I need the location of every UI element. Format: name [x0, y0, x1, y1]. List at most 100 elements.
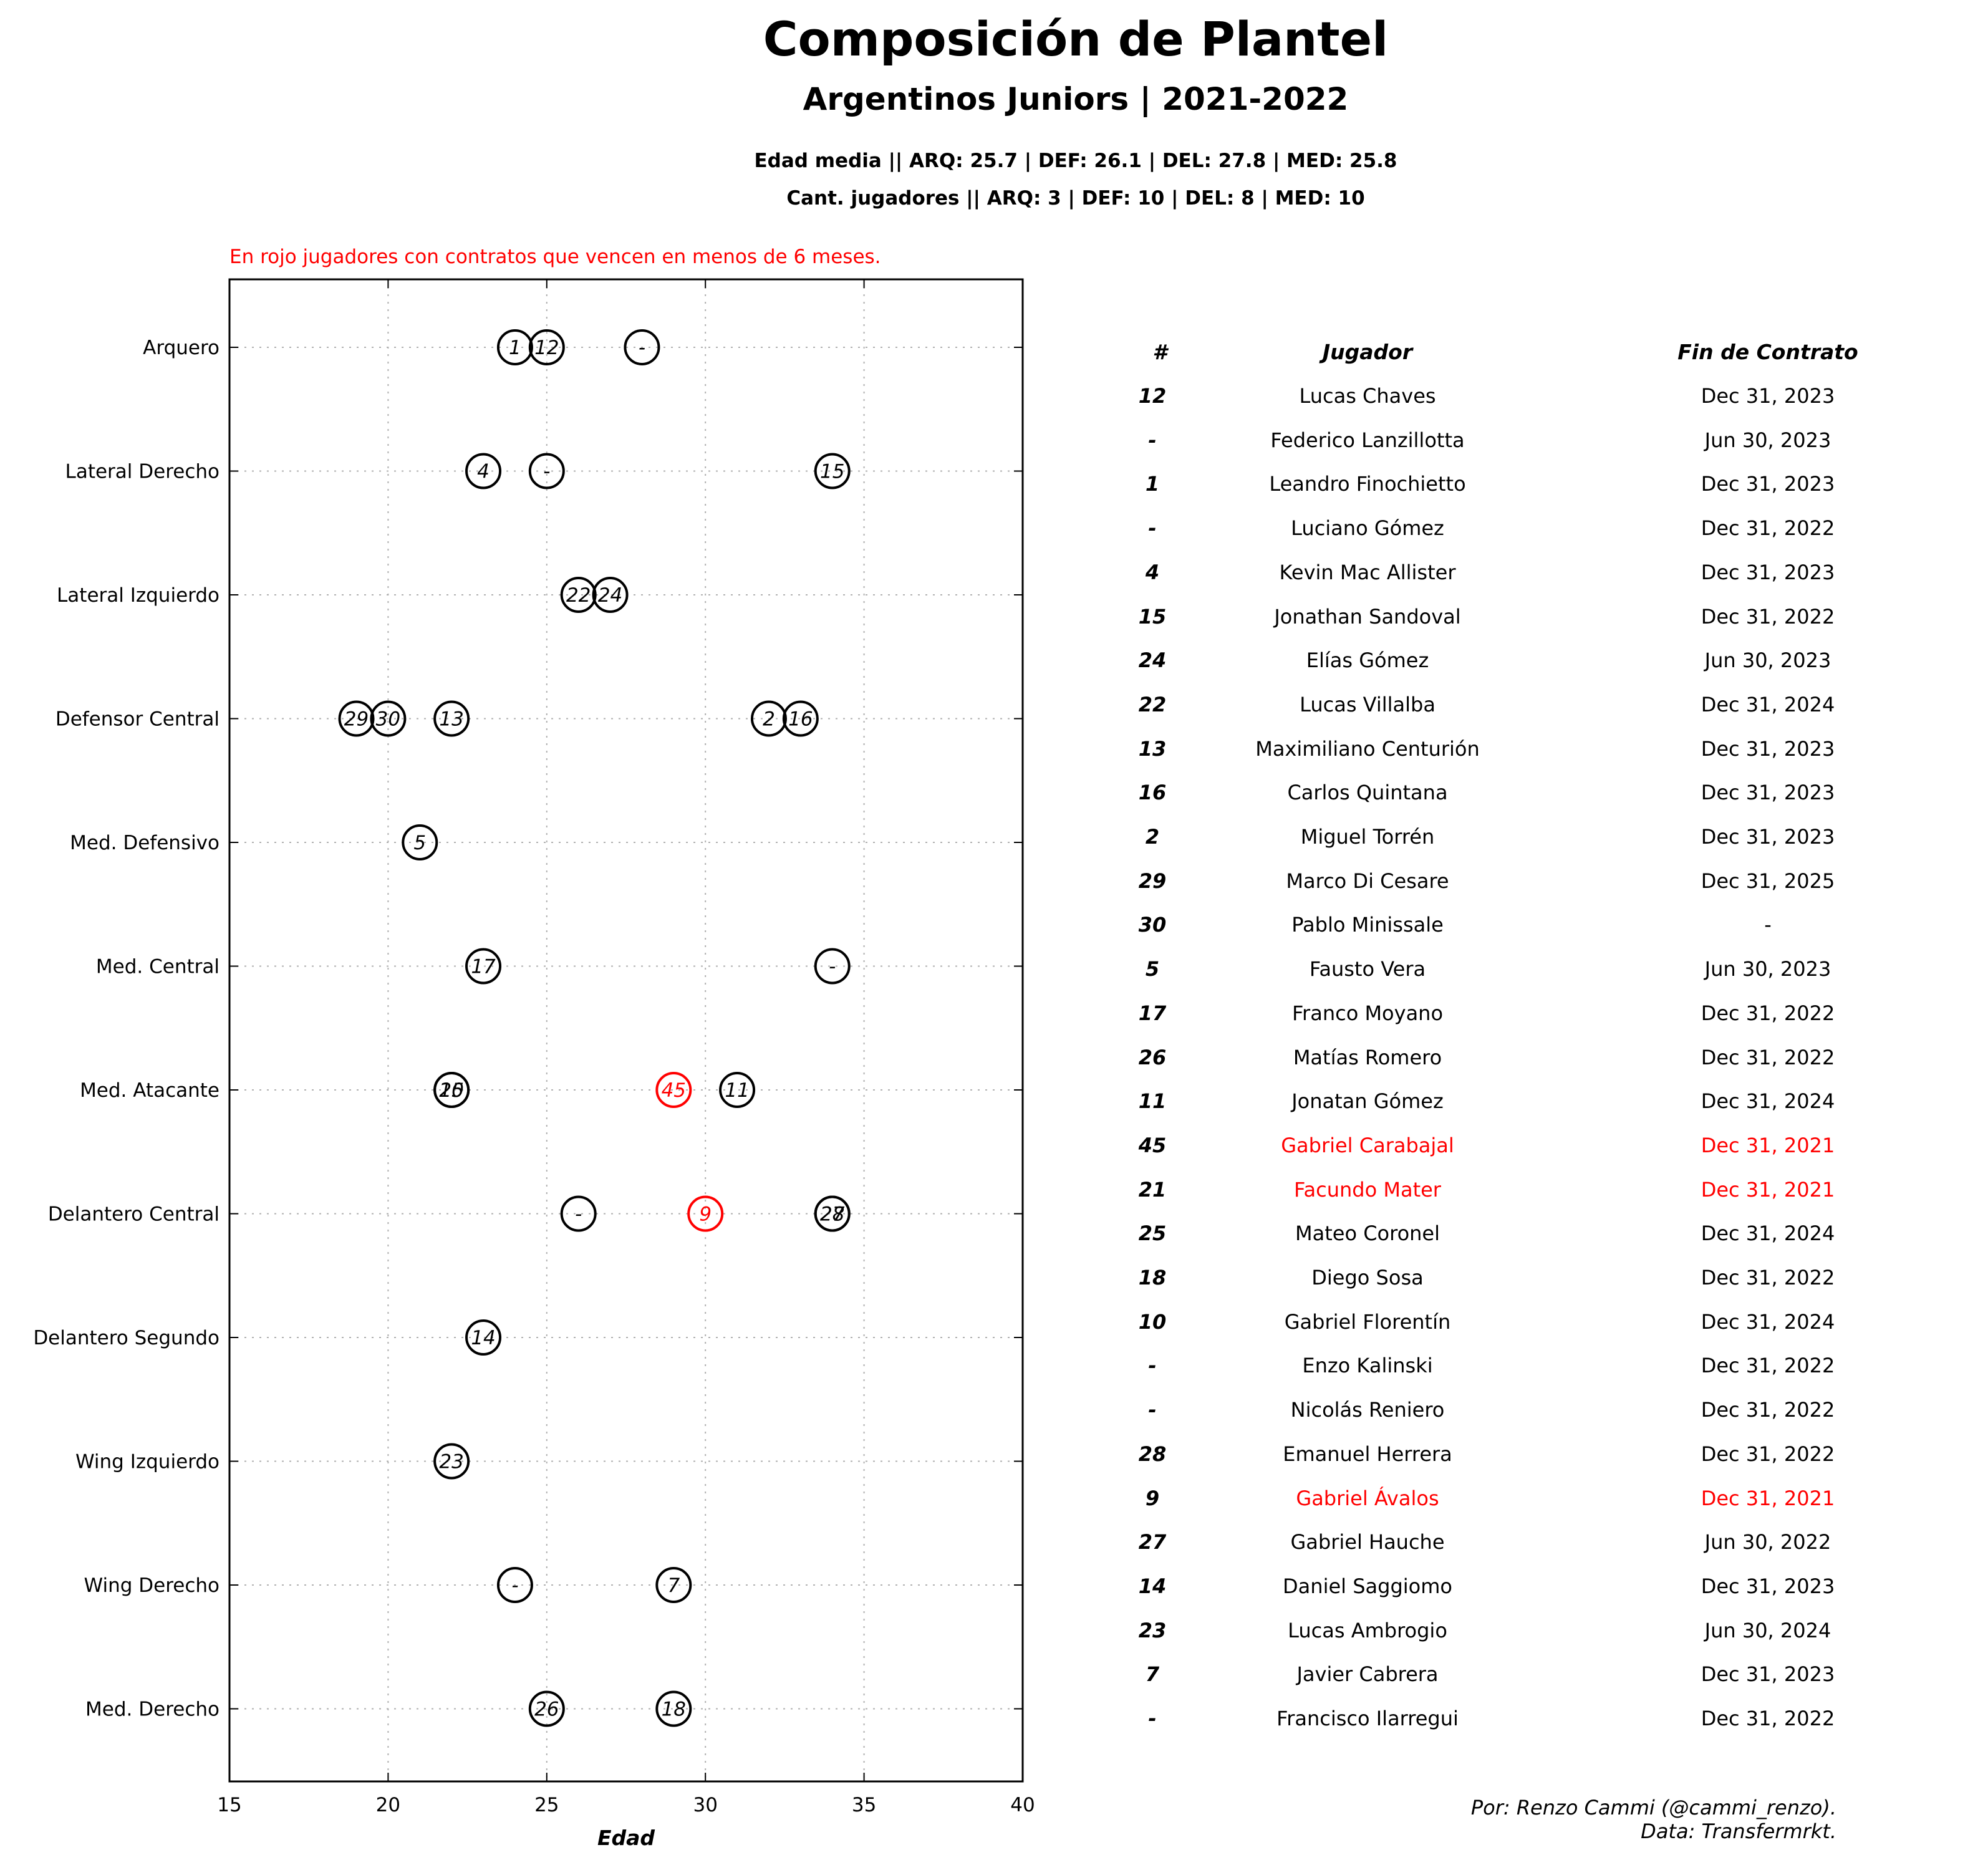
row-number-cell: 25 — [1138, 1222, 1167, 1246]
player-number-label: 27 — [820, 1203, 845, 1226]
x-tick-label: 15 — [217, 1794, 241, 1816]
chart-title: Composición de Plantel — [763, 11, 1389, 67]
row-contract-cell: Dec 31, 2022 — [1701, 604, 1835, 629]
row-number-cell: 27 — [1138, 1530, 1167, 1554]
player-number-label: 9 — [699, 1203, 712, 1226]
row-contract-cell: Jun 30, 2023 — [1704, 957, 1831, 981]
row-number-cell: 10 — [1138, 1309, 1167, 1334]
player-number-label: 24 — [598, 584, 622, 607]
player-marker — [338, 700, 375, 737]
table-header-contract: Fin de Contrato — [1677, 340, 1858, 364]
player-number-label: 4 — [477, 461, 490, 483]
row-contract-cell: Dec 31, 2023 — [1701, 1662, 1835, 1687]
player-marker — [465, 948, 502, 985]
player-marker — [528, 329, 565, 365]
row-number-cell: 13 — [1138, 736, 1167, 761]
x-tick-label: 30 — [693, 1794, 717, 1816]
expiring-contract-note: En rojo jugadores con contratos que venc… — [229, 246, 881, 268]
row-contract-cell: Dec 31, 2021 — [1701, 1177, 1835, 1202]
row-number-cell: 30 — [1138, 913, 1167, 937]
row-player-cell: Lucas Villalba — [1300, 692, 1436, 716]
row-player-cell: Diego Sosa — [1311, 1266, 1424, 1289]
player-marker — [592, 577, 629, 613]
row-number-cell: 26 — [1138, 1045, 1167, 1069]
player-number-label: - — [511, 1574, 518, 1597]
player-number-label: - — [575, 1203, 582, 1226]
position-label: Lateral Derecho — [65, 461, 220, 483]
row-player-cell: Kevin Mac Allister — [1279, 560, 1456, 584]
player-marker — [433, 1443, 470, 1480]
position-label: Med. Atacante — [80, 1079, 220, 1102]
x-axis-label: Edad — [597, 1826, 655, 1850]
position-label: Defensor Central — [55, 708, 220, 731]
row-player-cell: Jonatan Gómez — [1291, 1089, 1444, 1114]
row-player-cell: Gabriel Ávalos — [1296, 1486, 1439, 1510]
row-player-cell: Elías Gómez — [1306, 648, 1429, 673]
row-contract-cell: Jun 30, 2023 — [1704, 428, 1831, 452]
x-tick-label: 35 — [852, 1794, 876, 1816]
row-contract-cell: Dec 31, 2022 — [1701, 1442, 1835, 1466]
row-contract-cell: Jun 30, 2022 — [1704, 1530, 1831, 1554]
row-player-cell: Emanuel Herrera — [1283, 1442, 1452, 1466]
row-player-cell: Federico Lanzillotta — [1270, 428, 1465, 452]
row-number-cell: 5 — [1145, 957, 1160, 981]
data-source-credit: Data: Transfermrkt. — [1641, 1819, 1836, 1843]
row-contract-cell: Dec 31, 2024 — [1701, 1309, 1835, 1334]
x-tick-label: 20 — [376, 1794, 400, 1816]
player-number-label: 17 — [471, 956, 496, 978]
row-number-cell: 7 — [1145, 1662, 1160, 1687]
row-player-cell: Franco Moyano — [1291, 1001, 1444, 1025]
position-label: Delantero Segundo — [33, 1327, 220, 1349]
chart-subtitle: Argentinos Juniors | 2021-2022 — [803, 81, 1349, 117]
row-number-cell: 45 — [1138, 1133, 1167, 1157]
row-contract-cell: Jun 30, 2024 — [1704, 1618, 1831, 1642]
player-number-label: 25 — [439, 1079, 463, 1102]
player-marker — [655, 1072, 692, 1108]
row-contract-cell: Dec 31, 2022 — [1701, 516, 1835, 541]
position-label: Med. Central — [96, 956, 220, 978]
player-number-label: - — [639, 337, 645, 359]
row-number-cell: 4 — [1145, 560, 1160, 584]
row-player-cell: Luciano Gómez — [1291, 516, 1444, 541]
player-marker — [719, 1072, 756, 1108]
row-number-cell: - — [1148, 1707, 1157, 1730]
player-number-label: 16 — [788, 708, 813, 731]
player-number-label: 1 — [509, 337, 521, 359]
row-player-cell: Daniel Saggiomo — [1283, 1574, 1452, 1598]
player-marker — [782, 700, 819, 737]
row-contract-cell: Dec 31, 2023 — [1701, 472, 1835, 496]
position-label: Delantero Central — [48, 1203, 220, 1226]
row-player-cell: Marco Di Cesare — [1286, 869, 1449, 893]
player-number-label: 13 — [439, 708, 463, 731]
row-player-cell: Mateo Coronel — [1295, 1222, 1440, 1246]
player-marker — [814, 948, 851, 985]
row-player-cell: Nicolás Reniero — [1290, 1398, 1445, 1422]
player-marker — [433, 1072, 470, 1108]
row-contract-cell: Dec 31, 2021 — [1701, 1486, 1835, 1510]
row-player-cell: Gabriel Florentín — [1284, 1309, 1451, 1334]
player-marker — [465, 1319, 502, 1356]
author-credit: Por: Renzo Cammi (@cammi_renzo). — [1470, 1796, 1836, 1819]
row-number-cell: - — [1148, 1398, 1157, 1422]
player-count-stats: Cant. jugadores || ARQ: 3 | DEF: 10 | DE… — [786, 187, 1365, 210]
row-contract-cell: Dec 31, 2022 — [1701, 1398, 1835, 1422]
player-number-label: - — [829, 956, 836, 978]
player-marker — [528, 453, 565, 489]
row-number-cell: - — [1148, 516, 1157, 541]
row-contract-cell: Dec 31, 2022 — [1701, 1266, 1835, 1289]
player-marker — [814, 1195, 851, 1232]
row-number-cell: 22 — [1138, 692, 1167, 716]
row-number-cell: 21 — [1138, 1177, 1167, 1202]
row-contract-cell: Dec 31, 2022 — [1701, 1045, 1835, 1069]
row-contract-cell: Dec 31, 2022 — [1701, 1707, 1835, 1730]
row-player-cell: Carlos Quintana — [1287, 781, 1448, 805]
x-tick-label: 40 — [1010, 1794, 1035, 1816]
row-contract-cell: Dec 31, 2025 — [1701, 869, 1835, 893]
row-contract-cell: Jun 30, 2023 — [1704, 648, 1831, 673]
row-number-cell: 9 — [1145, 1486, 1160, 1510]
player-number-label: 5 — [413, 832, 426, 854]
row-player-cell: Matías Romero — [1293, 1045, 1442, 1069]
row-number-cell: 23 — [1138, 1618, 1167, 1642]
row-contract-cell: Dec 31, 2022 — [1701, 1354, 1835, 1378]
row-player-cell: Facundo Mater — [1294, 1177, 1441, 1202]
